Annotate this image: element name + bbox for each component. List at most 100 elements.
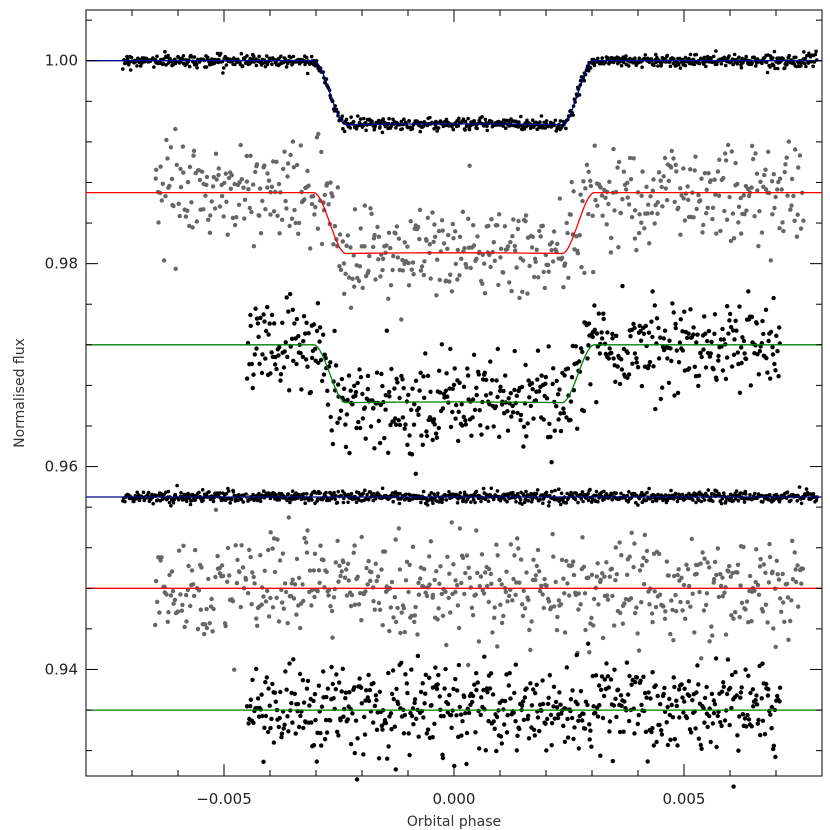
data-point — [298, 350, 303, 356]
data-point — [431, 239, 436, 245]
data-point — [484, 686, 490, 691]
data-point — [678, 599, 683, 605]
data-point — [251, 720, 256, 726]
data-point — [512, 348, 517, 354]
data-point — [561, 723, 566, 729]
data-point — [778, 596, 783, 601]
data-point — [417, 207, 423, 213]
data-point — [158, 164, 163, 169]
data-point — [437, 368, 442, 373]
data-point — [287, 388, 292, 393]
data-point — [793, 579, 799, 585]
data-point — [467, 127, 472, 132]
data-point — [736, 220, 741, 225]
data-point — [572, 725, 577, 730]
data-point — [541, 417, 546, 422]
data-point — [738, 195, 743, 201]
data-point — [675, 390, 681, 396]
data-point — [490, 630, 495, 635]
data-point — [409, 407, 414, 412]
data-point — [731, 784, 736, 789]
data-point — [723, 158, 729, 163]
data-point — [453, 416, 458, 421]
data-point — [461, 384, 467, 389]
data-point — [565, 735, 571, 740]
data-point — [377, 607, 383, 612]
data-point — [667, 712, 672, 718]
data-point — [558, 502, 563, 507]
data-point — [263, 328, 269, 334]
data-point — [290, 307, 295, 312]
data-point — [362, 405, 368, 410]
data-point — [535, 348, 541, 353]
data-point — [716, 594, 722, 600]
data-point — [632, 731, 637, 736]
data-point — [576, 607, 581, 612]
data-point — [418, 129, 423, 134]
data-point — [129, 55, 134, 60]
data-point — [633, 610, 638, 616]
points-layer — [121, 49, 819, 789]
data-point — [505, 599, 510, 604]
data-point — [586, 491, 590, 496]
data-point — [393, 537, 398, 542]
data-point — [601, 311, 606, 316]
data-point — [608, 677, 614, 682]
data-point — [253, 169, 258, 175]
data-point — [676, 205, 681, 210]
data-point — [393, 231, 398, 236]
data-point — [470, 613, 476, 618]
data-point — [771, 56, 775, 60]
data-point — [335, 538, 340, 544]
data-point — [656, 492, 660, 497]
data-point — [217, 566, 222, 571]
data-point — [476, 639, 482, 644]
data-point — [201, 498, 205, 503]
data-point — [250, 677, 255, 683]
data-point — [687, 366, 692, 371]
data-point — [406, 589, 411, 595]
data-point — [784, 155, 789, 160]
data-point — [356, 602, 362, 607]
data-point — [303, 331, 308, 336]
data-point — [228, 501, 232, 505]
data-point — [251, 372, 256, 377]
data-point — [292, 321, 297, 326]
data-point — [227, 573, 232, 578]
data-point — [380, 130, 385, 135]
data-point — [641, 331, 647, 336]
data-point — [448, 272, 453, 277]
data-point — [370, 119, 374, 123]
data-point — [529, 500, 534, 504]
data-point — [731, 236, 737, 241]
data-point — [364, 688, 369, 693]
data-point — [702, 498, 707, 502]
data-point — [512, 690, 517, 696]
data-point — [549, 240, 555, 245]
data-point — [416, 412, 421, 417]
data-point — [564, 126, 568, 131]
data-point — [416, 592, 422, 597]
data-point — [617, 540, 622, 545]
data-point — [596, 56, 600, 61]
data-point — [749, 185, 754, 190]
data-point — [737, 614, 742, 620]
data-point — [515, 733, 520, 738]
data-point — [721, 175, 726, 181]
data-point — [520, 699, 526, 704]
data-point — [650, 188, 655, 193]
data-point — [420, 442, 425, 447]
data-point — [250, 385, 255, 391]
data-point — [344, 243, 349, 248]
data-point — [187, 164, 193, 170]
data-point — [519, 703, 525, 708]
data-point — [636, 230, 642, 236]
data-point — [625, 350, 630, 355]
data-point — [279, 217, 285, 222]
data-point — [747, 573, 753, 579]
data-point — [279, 600, 285, 605]
data-point — [473, 730, 478, 735]
data-point — [271, 209, 277, 214]
data-point — [526, 378, 531, 383]
data-point — [445, 554, 450, 559]
